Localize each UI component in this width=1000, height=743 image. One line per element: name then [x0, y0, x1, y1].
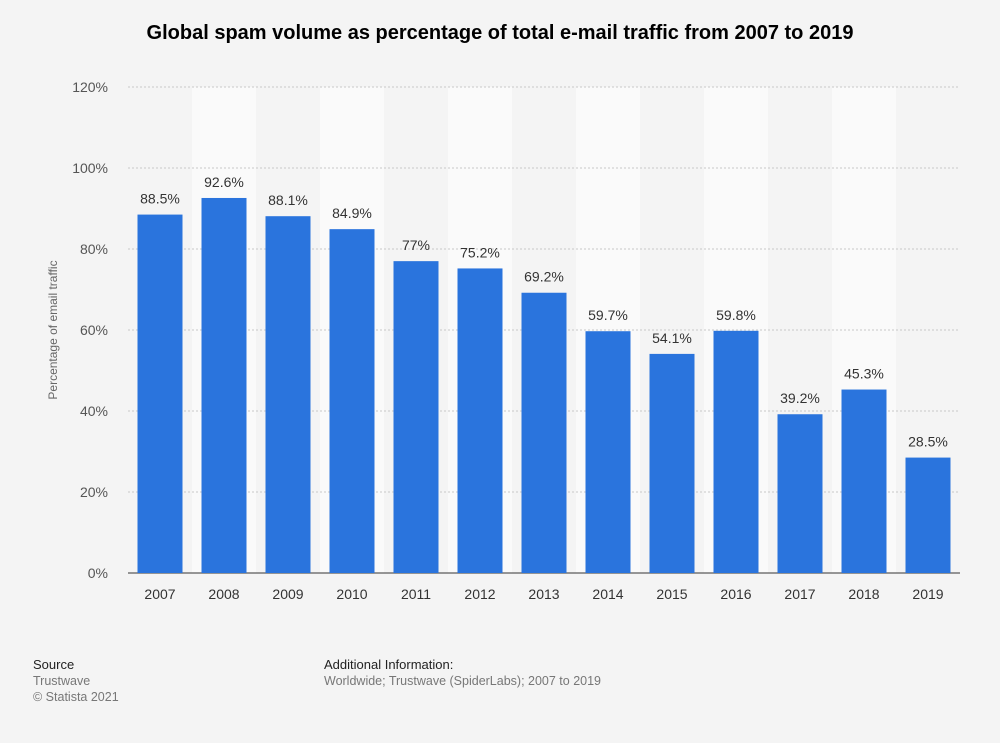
data-label: 39.2% [780, 390, 820, 406]
x-tick-label: 2008 [208, 586, 239, 602]
x-tick-label: 2007 [144, 586, 175, 602]
x-tick-label: 2011 [401, 586, 431, 602]
x-tick-label: 2009 [272, 586, 303, 602]
bar [521, 292, 567, 573]
data-label: 69.2% [524, 269, 564, 285]
data-label: 59.7% [588, 307, 628, 323]
bar [649, 353, 695, 573]
bar [905, 457, 951, 573]
x-tick-label: 2012 [464, 586, 495, 602]
data-label: 45.3% [844, 366, 884, 382]
bar [393, 261, 439, 573]
y-axis-title: Percentage of email traffic [46, 260, 60, 399]
source-line-1: Trustwave [33, 674, 91, 688]
data-label: 77% [402, 237, 430, 253]
x-tick-label: 2016 [720, 586, 751, 602]
additional-info-text: Worldwide; Trustwave (SpiderLabs); 2007 … [324, 674, 602, 688]
x-tick-label: 2015 [656, 586, 687, 602]
data-label: 75.2% [460, 244, 500, 260]
bar [457, 268, 503, 573]
source-heading: Source [33, 657, 75, 672]
y-tick-label: 100% [72, 160, 108, 176]
bar [585, 331, 631, 573]
x-tick-label: 2014 [592, 586, 623, 602]
data-label: 88.5% [140, 191, 180, 207]
bar [137, 214, 183, 573]
data-label: 84.9% [332, 205, 372, 221]
data-label: 59.8% [716, 307, 756, 323]
x-tick-label: 2018 [848, 586, 879, 602]
source-block: Source Trustwave © Statista 2021 [33, 657, 119, 705]
chart-title: Global spam volume as percentage of tota… [146, 22, 854, 44]
additional-info-heading[interactable]: Additional Information: [324, 657, 454, 672]
data-label: 28.5% [908, 434, 948, 450]
x-tick-label: 2013 [528, 586, 559, 602]
y-tick-label: 60% [80, 322, 108, 338]
y-tick-label: 0% [88, 565, 108, 581]
y-tick-label: 20% [80, 484, 108, 500]
y-tick-label: 120% [72, 79, 108, 95]
bar [265, 216, 311, 573]
data-label: 88.1% [268, 192, 308, 208]
bar [329, 229, 375, 573]
x-tick-label: 2019 [912, 586, 943, 602]
y-tick-label: 40% [80, 403, 108, 419]
bar [841, 389, 887, 573]
additional-info-block: Additional Information: Worldwide; Trust… [324, 657, 601, 689]
bar [777, 414, 823, 573]
x-tick-label: 2010 [336, 586, 367, 602]
bar [713, 330, 759, 573]
x-tick-label: 2017 [784, 586, 815, 602]
bar [201, 197, 247, 573]
data-label: 54.1% [652, 330, 692, 346]
source-line-2: © Statista 2021 [33, 690, 119, 704]
y-tick-label: 80% [80, 241, 108, 257]
data-label: 92.6% [204, 174, 244, 190]
